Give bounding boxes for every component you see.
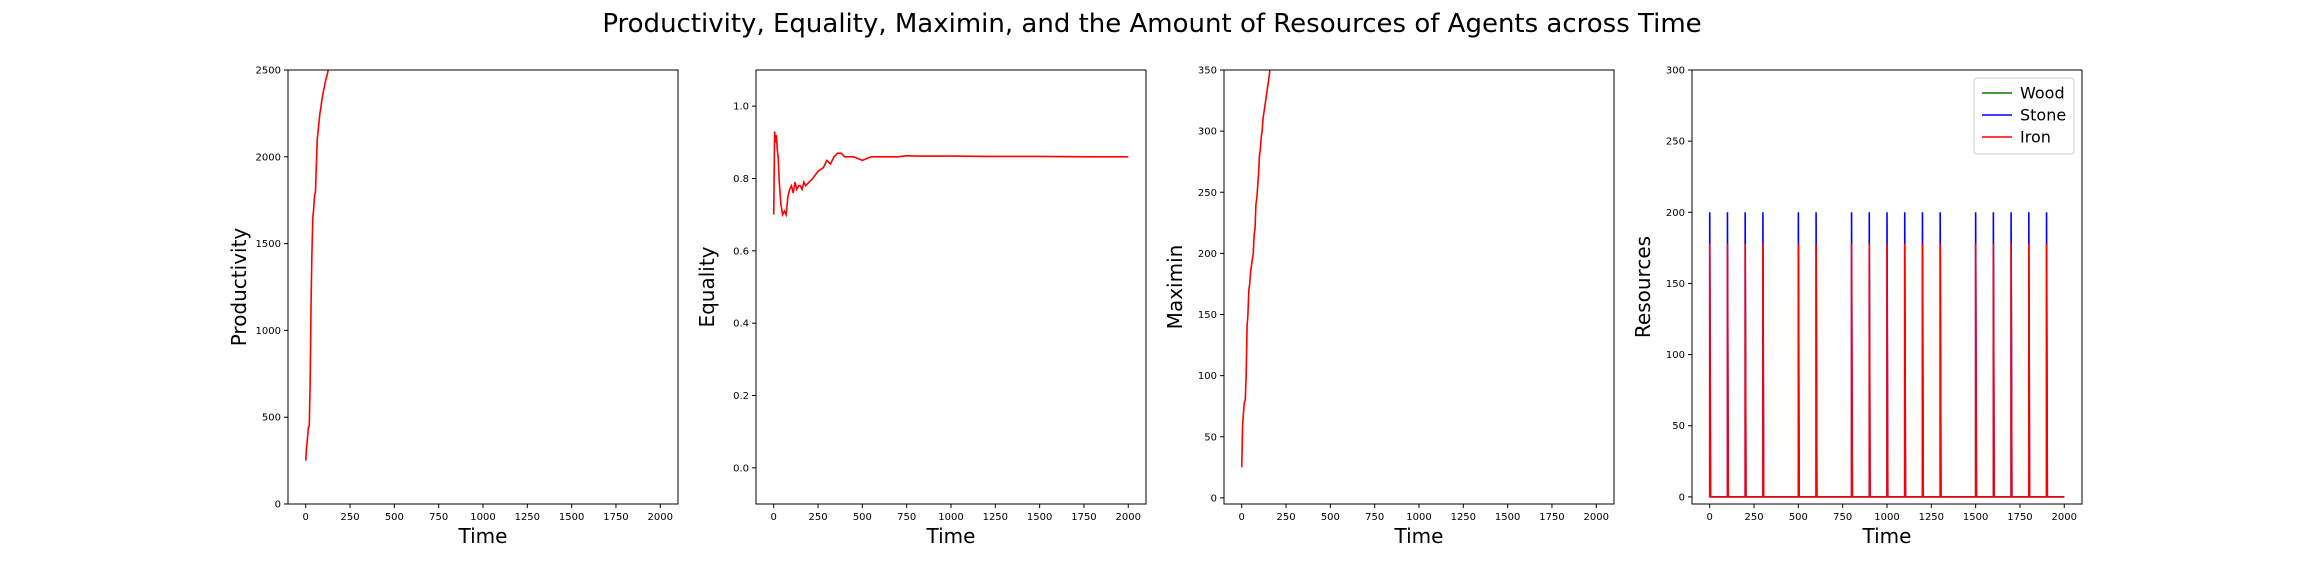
x-tick-label: 1750	[1539, 512, 1564, 523]
x-tick-label: 1000	[938, 512, 963, 523]
y-axis-label: Equality	[695, 246, 719, 327]
series-line-productivity	[304, 70, 329, 461]
legend-label-stone: Stone	[2020, 106, 2066, 125]
x-tick-label: 0	[1707, 512, 1713, 523]
x-tick-label: 1500	[559, 512, 584, 523]
y-tick-label: 0.4	[733, 319, 749, 330]
x-tick-label: 1500	[1027, 512, 1052, 523]
y-tick-label: 350	[1198, 66, 1217, 77]
y-tick-label: 100	[1198, 371, 1217, 382]
x-tick-label: 250	[1276, 512, 1295, 523]
y-tick-label: 150	[1198, 310, 1217, 321]
chart-resources: 0 250 500 750 1000 1250 1500 1750 2000 0 50 100 150 2…	[1631, 66, 2083, 548]
x-tick-label: 2000	[648, 512, 673, 523]
x-tick-label: 1750	[2007, 512, 2032, 523]
x-tick-label: 1750	[603, 512, 628, 523]
legend-label-wood: Wood	[2020, 84, 2065, 103]
y-tick-label: 50	[1672, 421, 1685, 432]
axes-frame	[1223, 69, 1615, 505]
x-tick-label: 750	[1833, 512, 1852, 523]
y-tick-label: 2500	[256, 66, 281, 77]
plot-area	[304, 70, 329, 461]
y-axis-label: Productivity	[227, 228, 251, 347]
x-axis-label: Time	[1862, 524, 1912, 548]
chart-equality: 0 250 500 750 1000 1250 1500 1750 2000 0.0 0.2 0.4 0…	[695, 69, 1147, 548]
x-tick-label: 2000	[1584, 512, 1609, 523]
y-tick-label: 250	[1666, 137, 1685, 148]
x-tick-label: 1000	[1874, 512, 1899, 523]
x-tick-label: 1250	[983, 512, 1008, 523]
legend-label-iron: Iron	[2020, 128, 2051, 147]
chart-panels: 0 250 500 750 1000 1250 1500 1750 20000500100015…	[227, 66, 2083, 548]
y-tick-label: 150	[1666, 279, 1685, 290]
x-tick-label: 1250	[515, 512, 540, 523]
x-tick-label: 1500	[1495, 512, 1520, 523]
y-tick-label: 0.8	[733, 174, 749, 185]
x-tick-label: 750	[1365, 512, 1384, 523]
x-tick-label: 1000	[470, 512, 495, 523]
series-line-iron	[1708, 243, 2065, 498]
plot-area	[1240, 70, 1271, 468]
chart-maximin: 0 250 500 750 1000 1250 1500 1750 2000 0 50 100 150 2…	[1163, 66, 1615, 548]
y-tick-label: 300	[1198, 127, 1217, 138]
series-line-maximin	[1240, 70, 1271, 468]
y-tick-label: 1500	[256, 239, 281, 250]
series-line-equality	[772, 131, 1129, 218]
plot-area	[772, 131, 1129, 218]
y-tick-label: 1.0	[733, 102, 749, 113]
x-tick-label: 2000	[1116, 512, 1141, 523]
x-tick-label: 0	[771, 512, 777, 523]
y-tick-label: 100	[1666, 350, 1685, 361]
x-tick-label: 750	[897, 512, 916, 523]
x-axis-label: Time	[1394, 524, 1444, 548]
x-tick-label: 500	[1321, 512, 1340, 523]
plot-area	[1708, 212, 2065, 498]
y-tick-label: 0.6	[733, 246, 749, 257]
figure-title: Productivity, Equality, Maximin, and the…	[602, 9, 1701, 39]
x-tick-label: 250	[1744, 512, 1763, 523]
x-tick-label: 1750	[1071, 512, 1096, 523]
axes-frame	[287, 69, 679, 505]
y-tick-label: 250	[1198, 188, 1217, 199]
y-tick-label: 0	[1679, 492, 1685, 503]
x-axis-label: Time	[926, 524, 976, 548]
y-tick-label: 50	[1204, 432, 1217, 443]
x-tick-label: 1250	[1919, 512, 1944, 523]
y-tick-label: 1000	[256, 326, 281, 337]
y-tick-label: 500	[262, 413, 281, 424]
x-tick-label: 2000	[2052, 512, 2077, 523]
y-tick-label: 300	[1666, 66, 1685, 77]
y-tick-label: 0	[1211, 493, 1217, 504]
x-tick-label: 1000	[1406, 512, 1431, 523]
x-axis-label: Time	[458, 524, 508, 548]
y-tick-label: 0.0	[733, 463, 749, 474]
x-tick-label: 1250	[1451, 512, 1476, 523]
x-tick-label: 1500	[1963, 512, 1988, 523]
axes-frame	[755, 69, 1147, 505]
y-tick-label: 200	[1198, 249, 1217, 260]
chart-productivity: 0 250 500 750 1000 1250 1500 1750 2000 0 500 1000 15…	[227, 66, 679, 548]
x-tick-label: 250	[808, 512, 827, 523]
y-axis-label: Resources	[1631, 236, 1655, 338]
x-tick-label: 750	[429, 512, 448, 523]
legend-box	[1973, 77, 2075, 155]
y-tick-label: 2000	[256, 152, 281, 163]
x-tick-label: 500	[1789, 512, 1808, 523]
x-tick-label: 250	[340, 512, 359, 523]
y-tick-label: 200	[1666, 208, 1685, 219]
y-axis-label: Maximin	[1163, 245, 1187, 330]
x-tick-label: 500	[853, 512, 872, 523]
y-tick-label: 0.2	[733, 391, 749, 402]
x-tick-label: 0	[303, 512, 309, 523]
legend: Wood Stone Iron	[1973, 77, 2075, 155]
x-tick-label: 0	[1239, 512, 1245, 523]
x-tick-label: 500	[385, 512, 404, 523]
y-tick-label: 0	[275, 500, 281, 511]
